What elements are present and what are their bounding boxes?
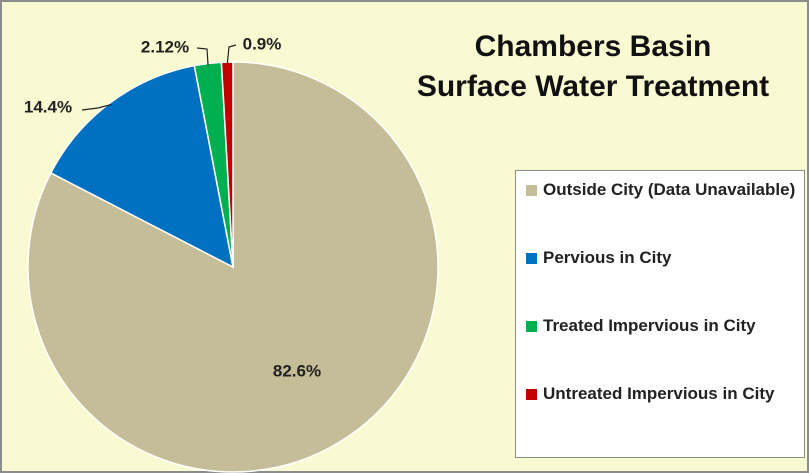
legend-item: Treated Impervious in City [526,315,796,383]
pie-slice [49,64,235,269]
legend-swatch [526,321,537,332]
legend-swatch [526,253,537,264]
data-label: 2.12% [141,37,189,56]
legend-label: Outside City (Data Unavailable) [543,180,796,199]
leader-line [81,103,112,111]
leader-line [196,47,209,66]
legend: Outside City (Data Unavailable) Pervious … [515,170,805,458]
data-label: 82.6% [273,362,321,381]
legend-item: Outside City (Data Unavailable) [526,179,796,247]
data-label: 0.9% [243,34,282,53]
legend-swatch [526,185,537,196]
legend-swatch [526,389,537,400]
chart-title: Surface Water Treatment [417,70,769,103]
data-label: 14.4% [24,97,72,116]
leader-line [226,44,237,65]
chart-title: Chambers Basin [475,30,712,63]
legend-item: Pervious in City [526,247,796,315]
legend-label: Pervious in City [543,248,672,267]
legend-item: Untreated Impervious in City [526,383,796,451]
legend-label: Treated Impervious in City [543,316,756,335]
legend-label: Untreated Impervious in City [543,384,775,403]
